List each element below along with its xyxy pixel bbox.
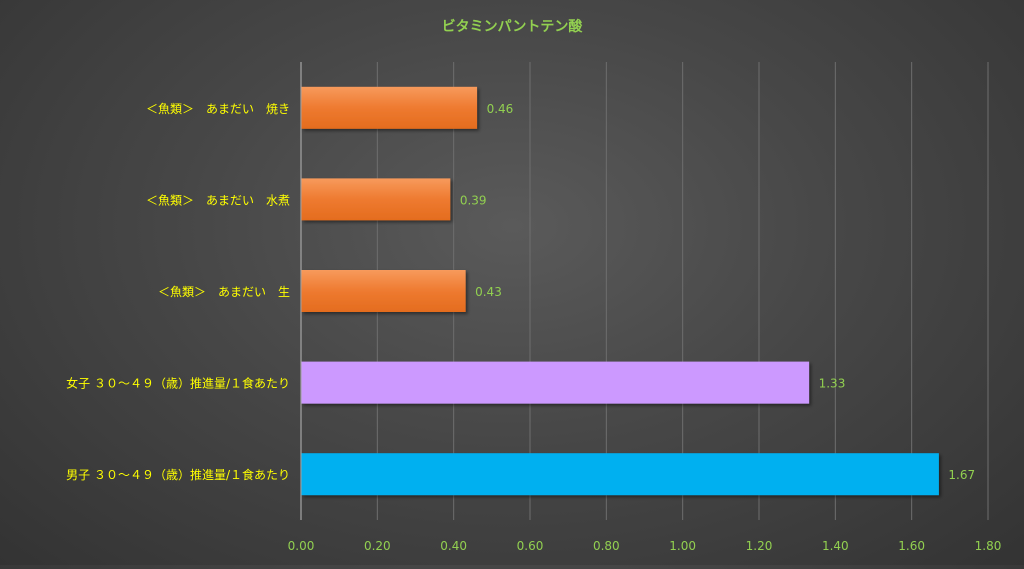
data-label: 0.39 — [460, 193, 487, 207]
x-tick-label: 0.80 — [593, 539, 620, 553]
category-label: ＜魚類＞ あまだい 生 — [158, 285, 290, 299]
bar — [301, 453, 939, 496]
category-label: 男子 ３０～４９（歳）推進量/１食あたり — [66, 467, 290, 482]
data-label: 1.33 — [819, 377, 846, 391]
bar — [301, 270, 466, 312]
x-tick-label: 0.60 — [517, 539, 544, 553]
category-label: ＜魚類＞ あまだい 水煮 — [146, 193, 290, 207]
x-tick-label: 1.40 — [822, 539, 849, 553]
category-label: ＜魚類＞ あまだい 焼き — [146, 102, 290, 116]
x-tick-label: 1.20 — [746, 539, 773, 553]
labels: 0.00 0.20 0.40 0.60 0.80 1.00 1.20 1.40 1.60 1.80… — [66, 102, 1001, 553]
chart-title: ビタミンパントテン酸 — [442, 18, 584, 35]
x-tick-label: 0.20 — [364, 539, 391, 553]
bar — [301, 178, 451, 221]
bars — [301, 86, 939, 496]
x-tick-label: 1.60 — [898, 539, 925, 553]
x-tick-label: 0.40 — [440, 539, 467, 553]
x-tick-label: 0.00 — [288, 539, 315, 553]
gridlines — [300, 62, 989, 520]
data-label: 0.43 — [475, 285, 502, 299]
x-tick-label: 1.00 — [669, 539, 696, 553]
x-tick-label: 1.80 — [975, 539, 1002, 553]
data-label: 0.46 — [487, 102, 514, 116]
bar — [301, 361, 810, 404]
bar — [301, 86, 478, 129]
category-label: 女子 ３０～４９（歳）推進量/１食あたり — [66, 376, 290, 391]
data-label: 1.67 — [948, 468, 975, 482]
